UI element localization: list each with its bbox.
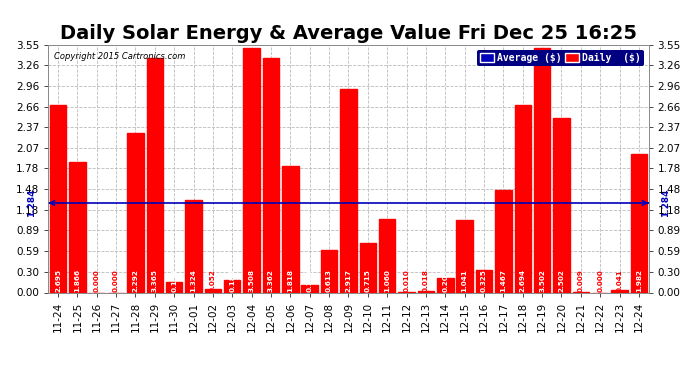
Text: 1.866: 1.866	[75, 268, 80, 292]
Bar	[476, 270, 492, 292]
Text: 1.060: 1.060	[384, 269, 390, 292]
Bar	[302, 285, 318, 292]
Bar	[224, 280, 241, 292]
Text: 0.000: 0.000	[94, 269, 100, 292]
Bar	[166, 282, 182, 292]
Text: 0.105: 0.105	[307, 269, 313, 292]
Text: 0.041: 0.041	[617, 269, 622, 292]
Text: 0.009: 0.009	[578, 269, 584, 292]
Bar	[146, 58, 163, 292]
Bar	[379, 219, 395, 292]
Bar	[50, 105, 66, 292]
Text: 2.502: 2.502	[558, 269, 564, 292]
Text: 1.324: 1.324	[190, 269, 197, 292]
Text: 0.052: 0.052	[210, 269, 216, 292]
Text: 0.000: 0.000	[113, 269, 119, 292]
Bar	[263, 58, 279, 292]
Title: Daily Solar Energy & Average Value Fri Dec 25 16:25: Daily Solar Energy & Average Value Fri D…	[60, 24, 637, 44]
Text: 1.982: 1.982	[636, 269, 642, 292]
Text: 2.694: 2.694	[520, 269, 526, 292]
Text: 0.207: 0.207	[442, 269, 448, 292]
Text: 2.695: 2.695	[55, 268, 61, 292]
Bar	[69, 162, 86, 292]
Bar	[205, 289, 221, 292]
Bar	[611, 290, 628, 292]
Text: 2.917: 2.917	[346, 269, 351, 292]
Bar	[127, 133, 144, 292]
Text: 0.010: 0.010	[404, 269, 410, 292]
Text: 0.000: 0.000	[597, 269, 603, 292]
Bar	[437, 278, 453, 292]
Bar	[515, 105, 531, 292]
Text: 0.715: 0.715	[365, 269, 371, 292]
Text: 3.508: 3.508	[248, 269, 255, 292]
Bar	[534, 48, 551, 292]
Bar	[456, 220, 473, 292]
Bar	[340, 89, 357, 292]
Text: 0.018: 0.018	[423, 269, 429, 292]
Text: 1.284: 1.284	[660, 189, 669, 217]
Text: 0.613: 0.613	[326, 269, 332, 292]
Text: 3.362: 3.362	[268, 269, 274, 292]
Text: 1.284: 1.284	[28, 189, 37, 217]
Bar	[244, 48, 260, 292]
Text: 2.292: 2.292	[132, 269, 139, 292]
Text: 3.365: 3.365	[152, 269, 158, 292]
Text: 1.467: 1.467	[500, 269, 506, 292]
Text: Copyright 2015 Cartronics.com: Copyright 2015 Cartronics.com	[55, 53, 186, 62]
Text: 1.041: 1.041	[462, 269, 468, 292]
Bar	[359, 243, 376, 292]
Bar	[186, 200, 201, 292]
Legend: Average ($), Daily  ($): Average ($), Daily ($)	[477, 50, 644, 66]
Bar	[282, 166, 299, 292]
Text: 0.154: 0.154	[171, 269, 177, 292]
Bar	[321, 250, 337, 292]
Text: 0.184: 0.184	[229, 269, 235, 292]
Bar	[417, 291, 434, 292]
Bar	[631, 154, 647, 292]
Text: 0.325: 0.325	[481, 269, 487, 292]
Text: 3.502: 3.502	[539, 269, 545, 292]
Text: 1.818: 1.818	[287, 269, 293, 292]
Bar	[495, 190, 511, 292]
Bar	[553, 118, 570, 292]
